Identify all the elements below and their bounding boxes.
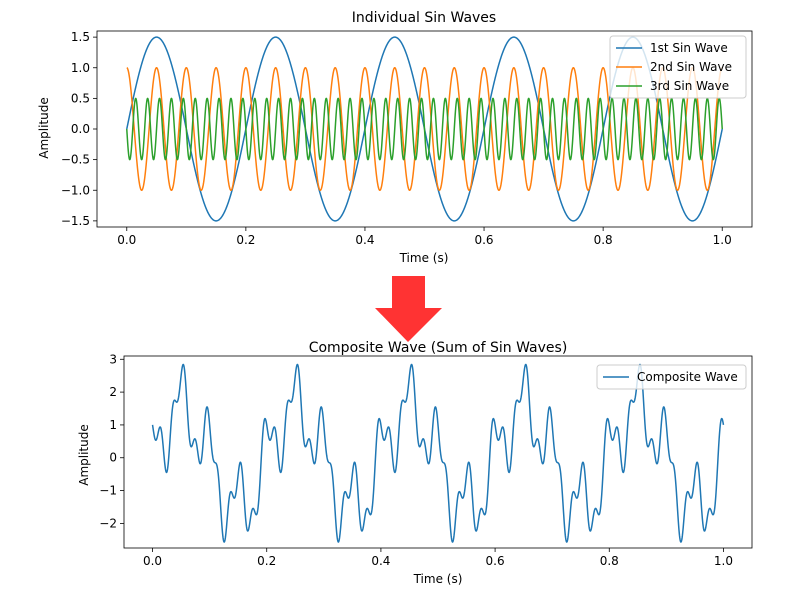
y-tick-label: 1 xyxy=(109,418,117,432)
y-tick-label: 0.0 xyxy=(71,122,90,136)
plot-area: 0.0 0.2 0.4 0.6 0.8 1.0 −1.5 −1.0 −0.5 0.0 0.5 1.0 1… xyxy=(61,30,753,247)
series-line-3 xyxy=(126,97,723,161)
y-tick-label: −1.5 xyxy=(61,214,90,228)
axes-frame xyxy=(123,355,753,549)
x-tick-label: 1.0 xyxy=(713,233,732,247)
x-tick-label: 0.0 xyxy=(117,233,136,247)
x-tick-label: 0.2 xyxy=(257,554,276,568)
legend-entry: Composite Wave xyxy=(637,370,738,384)
series-line-2 xyxy=(126,67,723,191)
x-tick-label: 0.6 xyxy=(486,554,505,568)
x-axis-label: Time (s) xyxy=(413,572,463,586)
x-tick-label: 0.4 xyxy=(355,233,374,247)
y-tick-label: 0.5 xyxy=(71,91,90,105)
x-tick-label: 0.8 xyxy=(594,233,613,247)
y-tick-label: 0 xyxy=(109,451,117,465)
x-axis-label: Time (s) xyxy=(399,251,449,265)
x-tick-label: 0.4 xyxy=(371,554,390,568)
x-tick-label: 1.0 xyxy=(714,554,733,568)
y-tick-label: −2 xyxy=(99,516,117,530)
y-tick-label: −0.5 xyxy=(61,153,90,167)
down-arrow-icon xyxy=(375,276,442,342)
x-tick-label: 0.8 xyxy=(600,554,619,568)
y-axis-label: Amplitude xyxy=(37,97,51,159)
x-tick-label: 0.6 xyxy=(474,233,493,247)
y-tick-label: 1.0 xyxy=(71,61,90,75)
series-line-1 xyxy=(151,363,725,543)
y-tick-label: 2 xyxy=(109,385,117,399)
x-tick-label: 0.0 xyxy=(143,554,162,568)
legend-entry: 3rd Sin Wave xyxy=(650,79,729,93)
chart-title: Individual Sin Waves xyxy=(352,10,496,26)
legend-entry: 2nd Sin Wave xyxy=(650,60,732,74)
legend: Composite Wave xyxy=(596,364,747,390)
chart-title: Composite Wave (Sum of Sin Waves) xyxy=(309,340,568,356)
y-tick-label: −1 xyxy=(99,484,117,498)
y-tick-label: 1.5 xyxy=(71,30,90,44)
legend: 1st Sin Wave 2nd Sin Wave 3rd Sin Wave xyxy=(609,35,747,99)
chart-individual-sin-waves: Individual Sin Waves 0.0 0.2 0.4 0.6 0.8 1.0 −… xyxy=(37,10,753,265)
y-axis-label: Amplitude xyxy=(77,424,91,486)
y-tick-label: 3 xyxy=(109,352,117,366)
legend-entry: 1st Sin Wave xyxy=(650,41,728,55)
chart-composite-wave: Composite Wave (Sum of Sin Waves) 0.0 0.2… xyxy=(77,340,753,586)
plot-area: 0.0 0.2 0.4 0.6 0.8 1.0 −2 −1 0 1 2 3 Composite Wave xyxy=(99,352,753,568)
x-tick-label: 0.2 xyxy=(236,233,255,247)
y-tick-label: −1.0 xyxy=(61,183,90,197)
